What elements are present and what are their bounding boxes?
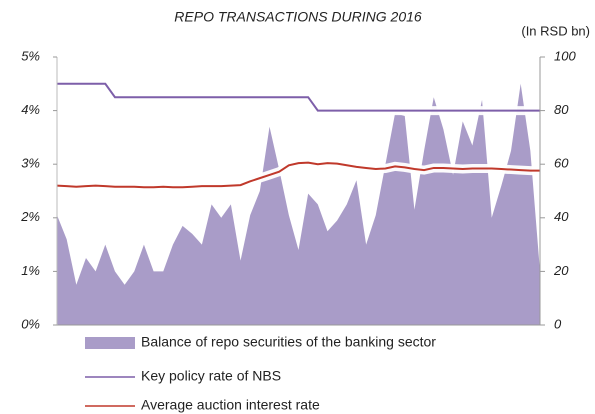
legend-label: Average auction interest rate bbox=[141, 397, 320, 413]
y-tick-label: 4% bbox=[21, 102, 40, 117]
legend-swatch bbox=[85, 337, 135, 349]
y2-axis-label: (In RSD bn) bbox=[521, 23, 590, 38]
y2-tick-label: 0 bbox=[554, 316, 562, 331]
y2-tick-label: 40 bbox=[554, 209, 569, 224]
line bbox=[56, 161, 540, 189]
legend-label: Balance of repo securities of the bankin… bbox=[141, 334, 436, 350]
legend-label: Key policy rate of NBS bbox=[141, 368, 281, 384]
line bbox=[57, 82, 540, 112]
chart-title: REPO TRANSACTIONS DURING 2016 bbox=[174, 9, 422, 25]
y2-tick-label: 20 bbox=[553, 263, 569, 278]
y-tick-label: 2% bbox=[20, 209, 40, 224]
area bbox=[57, 83, 540, 325]
y-tick-label: 1% bbox=[21, 263, 40, 278]
y-tick-label: 0% bbox=[21, 316, 40, 331]
y-tick-label: 5% bbox=[21, 48, 40, 63]
y2-tick-label: 60 bbox=[554, 156, 569, 171]
y2-tick-label: 80 bbox=[554, 102, 569, 117]
y-tick-label: 3% bbox=[21, 156, 40, 171]
y2-tick-label: 100 bbox=[554, 48, 576, 63]
